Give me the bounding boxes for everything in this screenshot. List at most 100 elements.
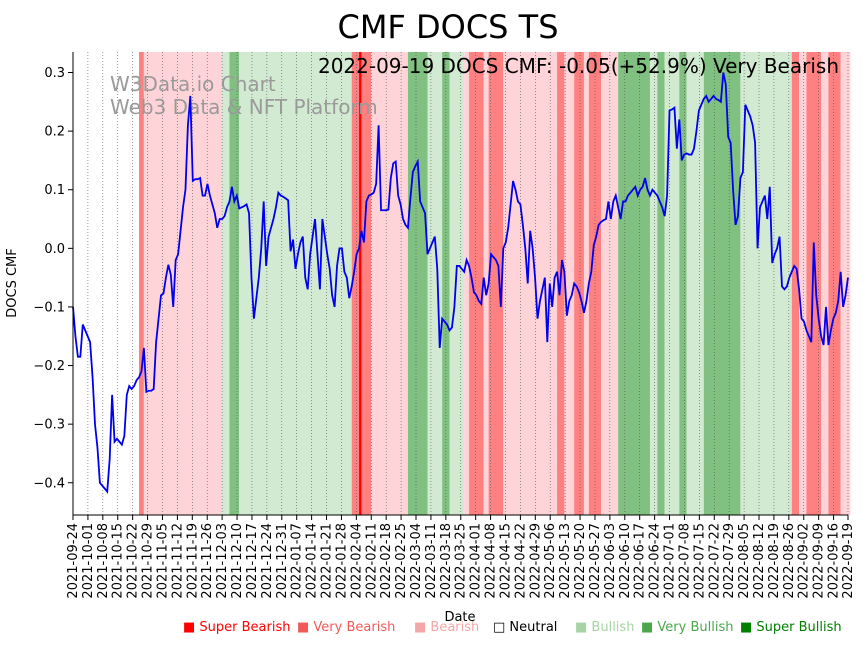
x-tick-label: 2021-11-26 bbox=[200, 523, 215, 599]
latest-value-annotation: 2022-09-19 DOCS CMF: -0.05(+52.9%) Very … bbox=[318, 54, 839, 78]
x-tick-label: 2022-01-07 bbox=[290, 523, 305, 599]
x-tick-label: 2022-08-05 bbox=[737, 523, 752, 599]
x-tick-label: 2021-10-01 bbox=[81, 523, 96, 599]
y-tick-label: −0.4 bbox=[33, 476, 65, 491]
axes: −0.4−0.3−0.2−0.10.00.10.20.3 2021-09-24 2… bbox=[5, 52, 856, 625]
watermark: W3Data.io Chart Web3 Data & NFT Platform bbox=[110, 72, 378, 119]
x-tick-label: 2022-05-20 bbox=[573, 523, 588, 599]
signal-region-24 bbox=[618, 52, 650, 515]
signal-legend: ■ Super Bearish ■ Very Bearish ■ Bearish □ … bbox=[0, 620, 867, 640]
signal-region-1 bbox=[143, 52, 223, 515]
x-tick-label: 2022-06-24 bbox=[648, 523, 663, 599]
legend-item: ■ Very Bearish bbox=[297, 620, 395, 635]
cmf-series-line bbox=[72, 72, 849, 494]
signal-region-10 bbox=[427, 52, 443, 515]
signal-region-14 bbox=[469, 52, 484, 515]
x-tick-label: 2022-09-19 bbox=[841, 523, 856, 599]
legend-swatch: □ bbox=[493, 620, 510, 635]
signal-region-31 bbox=[740, 52, 792, 515]
signal-region-4 bbox=[239, 52, 352, 515]
y-tick-label: −0.1 bbox=[33, 300, 65, 315]
y-tick-label: −0.3 bbox=[33, 418, 65, 433]
x-tick-label: 2022-04-01 bbox=[469, 523, 484, 599]
signal-region-8 bbox=[371, 52, 408, 515]
legend-item: ■ Very Bullish bbox=[641, 620, 733, 635]
signal-region-27 bbox=[664, 52, 680, 515]
y-tick-label: 0.2 bbox=[44, 125, 65, 140]
x-tick-label: 2021-10-08 bbox=[96, 523, 111, 599]
legend-label: Neutral bbox=[509, 620, 558, 635]
x-tick-label: 2021-10-15 bbox=[111, 523, 126, 599]
signal-regions bbox=[139, 52, 851, 515]
signal-region-7 bbox=[361, 52, 372, 515]
signal-region-35 bbox=[821, 52, 829, 515]
x-tick-label: 2022-02-18 bbox=[379, 523, 394, 599]
signal-region-5 bbox=[351, 52, 360, 515]
signal-region-28 bbox=[679, 52, 687, 515]
legend-label: Very Bearish bbox=[313, 620, 396, 635]
plot-area: W3Data.io Chart Web3 Data & NFT Platform… bbox=[72, 52, 851, 515]
chart-title: CMF DOCS TS bbox=[337, 8, 558, 46]
x-ticks: 2021-09-24 2021-10-01 2021-10-08 2021-10-15… bbox=[66, 515, 856, 599]
watermark-line-1: W3Data.io Chart bbox=[110, 72, 276, 96]
x-tick-label: 2022-08-12 bbox=[752, 523, 767, 599]
x-tick-label: 2022-09-16 bbox=[827, 523, 842, 599]
x-tick-label: 2022-02-25 bbox=[394, 523, 409, 599]
x-tick-label: 2022-07-29 bbox=[722, 523, 737, 599]
signal-region-13 bbox=[464, 52, 470, 515]
signal-region-32 bbox=[791, 52, 800, 515]
legend-swatch: ■ bbox=[575, 620, 592, 635]
legend-label: Bearish bbox=[430, 620, 480, 635]
x-tick-label: 2022-04-08 bbox=[484, 523, 499, 599]
x-tick-label: 2022-04-22 bbox=[513, 523, 528, 599]
x-tick-label: 2021-11-19 bbox=[185, 523, 200, 599]
watermark-line-2: Web3 Data & NFT Platform bbox=[110, 95, 378, 119]
x-tick-label: 2021-12-31 bbox=[275, 523, 290, 599]
signal-region-17 bbox=[503, 52, 558, 515]
x-tick-label: 2021-10-22 bbox=[126, 523, 141, 599]
signal-region-16 bbox=[488, 52, 504, 515]
signal-region-29 bbox=[686, 52, 704, 515]
x-tick-label: 2022-08-26 bbox=[782, 523, 797, 599]
x-tick-label: 2021-10-29 bbox=[141, 523, 156, 599]
x-tick-label: 2022-07-01 bbox=[663, 523, 678, 599]
signal-region-12 bbox=[449, 52, 465, 515]
legend-item: ■ Bearish bbox=[414, 620, 479, 635]
x-tick-label: 2021-11-12 bbox=[170, 523, 185, 599]
x-tick-label: 2022-06-03 bbox=[603, 523, 618, 599]
legend-item: ■ Super Bullish bbox=[740, 620, 842, 635]
x-tick-label: 2022-07-22 bbox=[707, 523, 722, 599]
x-tick-label: 2021-12-24 bbox=[260, 523, 275, 599]
x-tick-label: 2022-07-08 bbox=[677, 523, 692, 599]
signal-region-9 bbox=[407, 52, 428, 515]
x-tick-label: 2022-01-28 bbox=[334, 523, 349, 599]
legend-swatch: ■ bbox=[740, 620, 757, 635]
signal-region-19 bbox=[564, 52, 575, 515]
y-tick-label: 0.0 bbox=[44, 242, 65, 257]
x-tick-label: 2022-03-04 bbox=[409, 523, 424, 599]
x-tick-label: 2022-03-18 bbox=[439, 523, 454, 599]
y-tick-label: −0.2 bbox=[33, 359, 65, 374]
legend-swatch: ■ bbox=[297, 620, 314, 635]
x-tick-label: 2021-12-10 bbox=[230, 523, 245, 599]
x-tick-label: 2022-09-09 bbox=[812, 523, 827, 599]
x-tick-label: 2022-04-15 bbox=[498, 523, 513, 599]
legend-swatch: ■ bbox=[183, 620, 200, 635]
x-tick-label: 2022-03-25 bbox=[454, 523, 469, 599]
x-tick-label: 2022-01-14 bbox=[305, 523, 320, 599]
x-tick-label: 2022-05-13 bbox=[558, 523, 573, 599]
y-axis-label: DOCS CMF bbox=[5, 248, 20, 317]
signal-region-0 bbox=[139, 52, 144, 515]
legend-swatch: ■ bbox=[414, 620, 431, 635]
x-tick-label: 2022-03-11 bbox=[424, 523, 439, 599]
signal-region-6 bbox=[359, 52, 362, 515]
x-tick-label: 2021-12-03 bbox=[215, 523, 230, 599]
x-tick-label: 2022-07-15 bbox=[692, 523, 707, 599]
legend-item: ■ Bullish bbox=[575, 620, 634, 635]
signal-region-34 bbox=[806, 52, 822, 515]
legend-label: Super Bullish bbox=[756, 620, 842, 635]
x-tick-label: 2022-05-06 bbox=[543, 523, 558, 599]
legend-swatch: ■ bbox=[641, 620, 658, 635]
signal-region-2 bbox=[222, 52, 230, 515]
